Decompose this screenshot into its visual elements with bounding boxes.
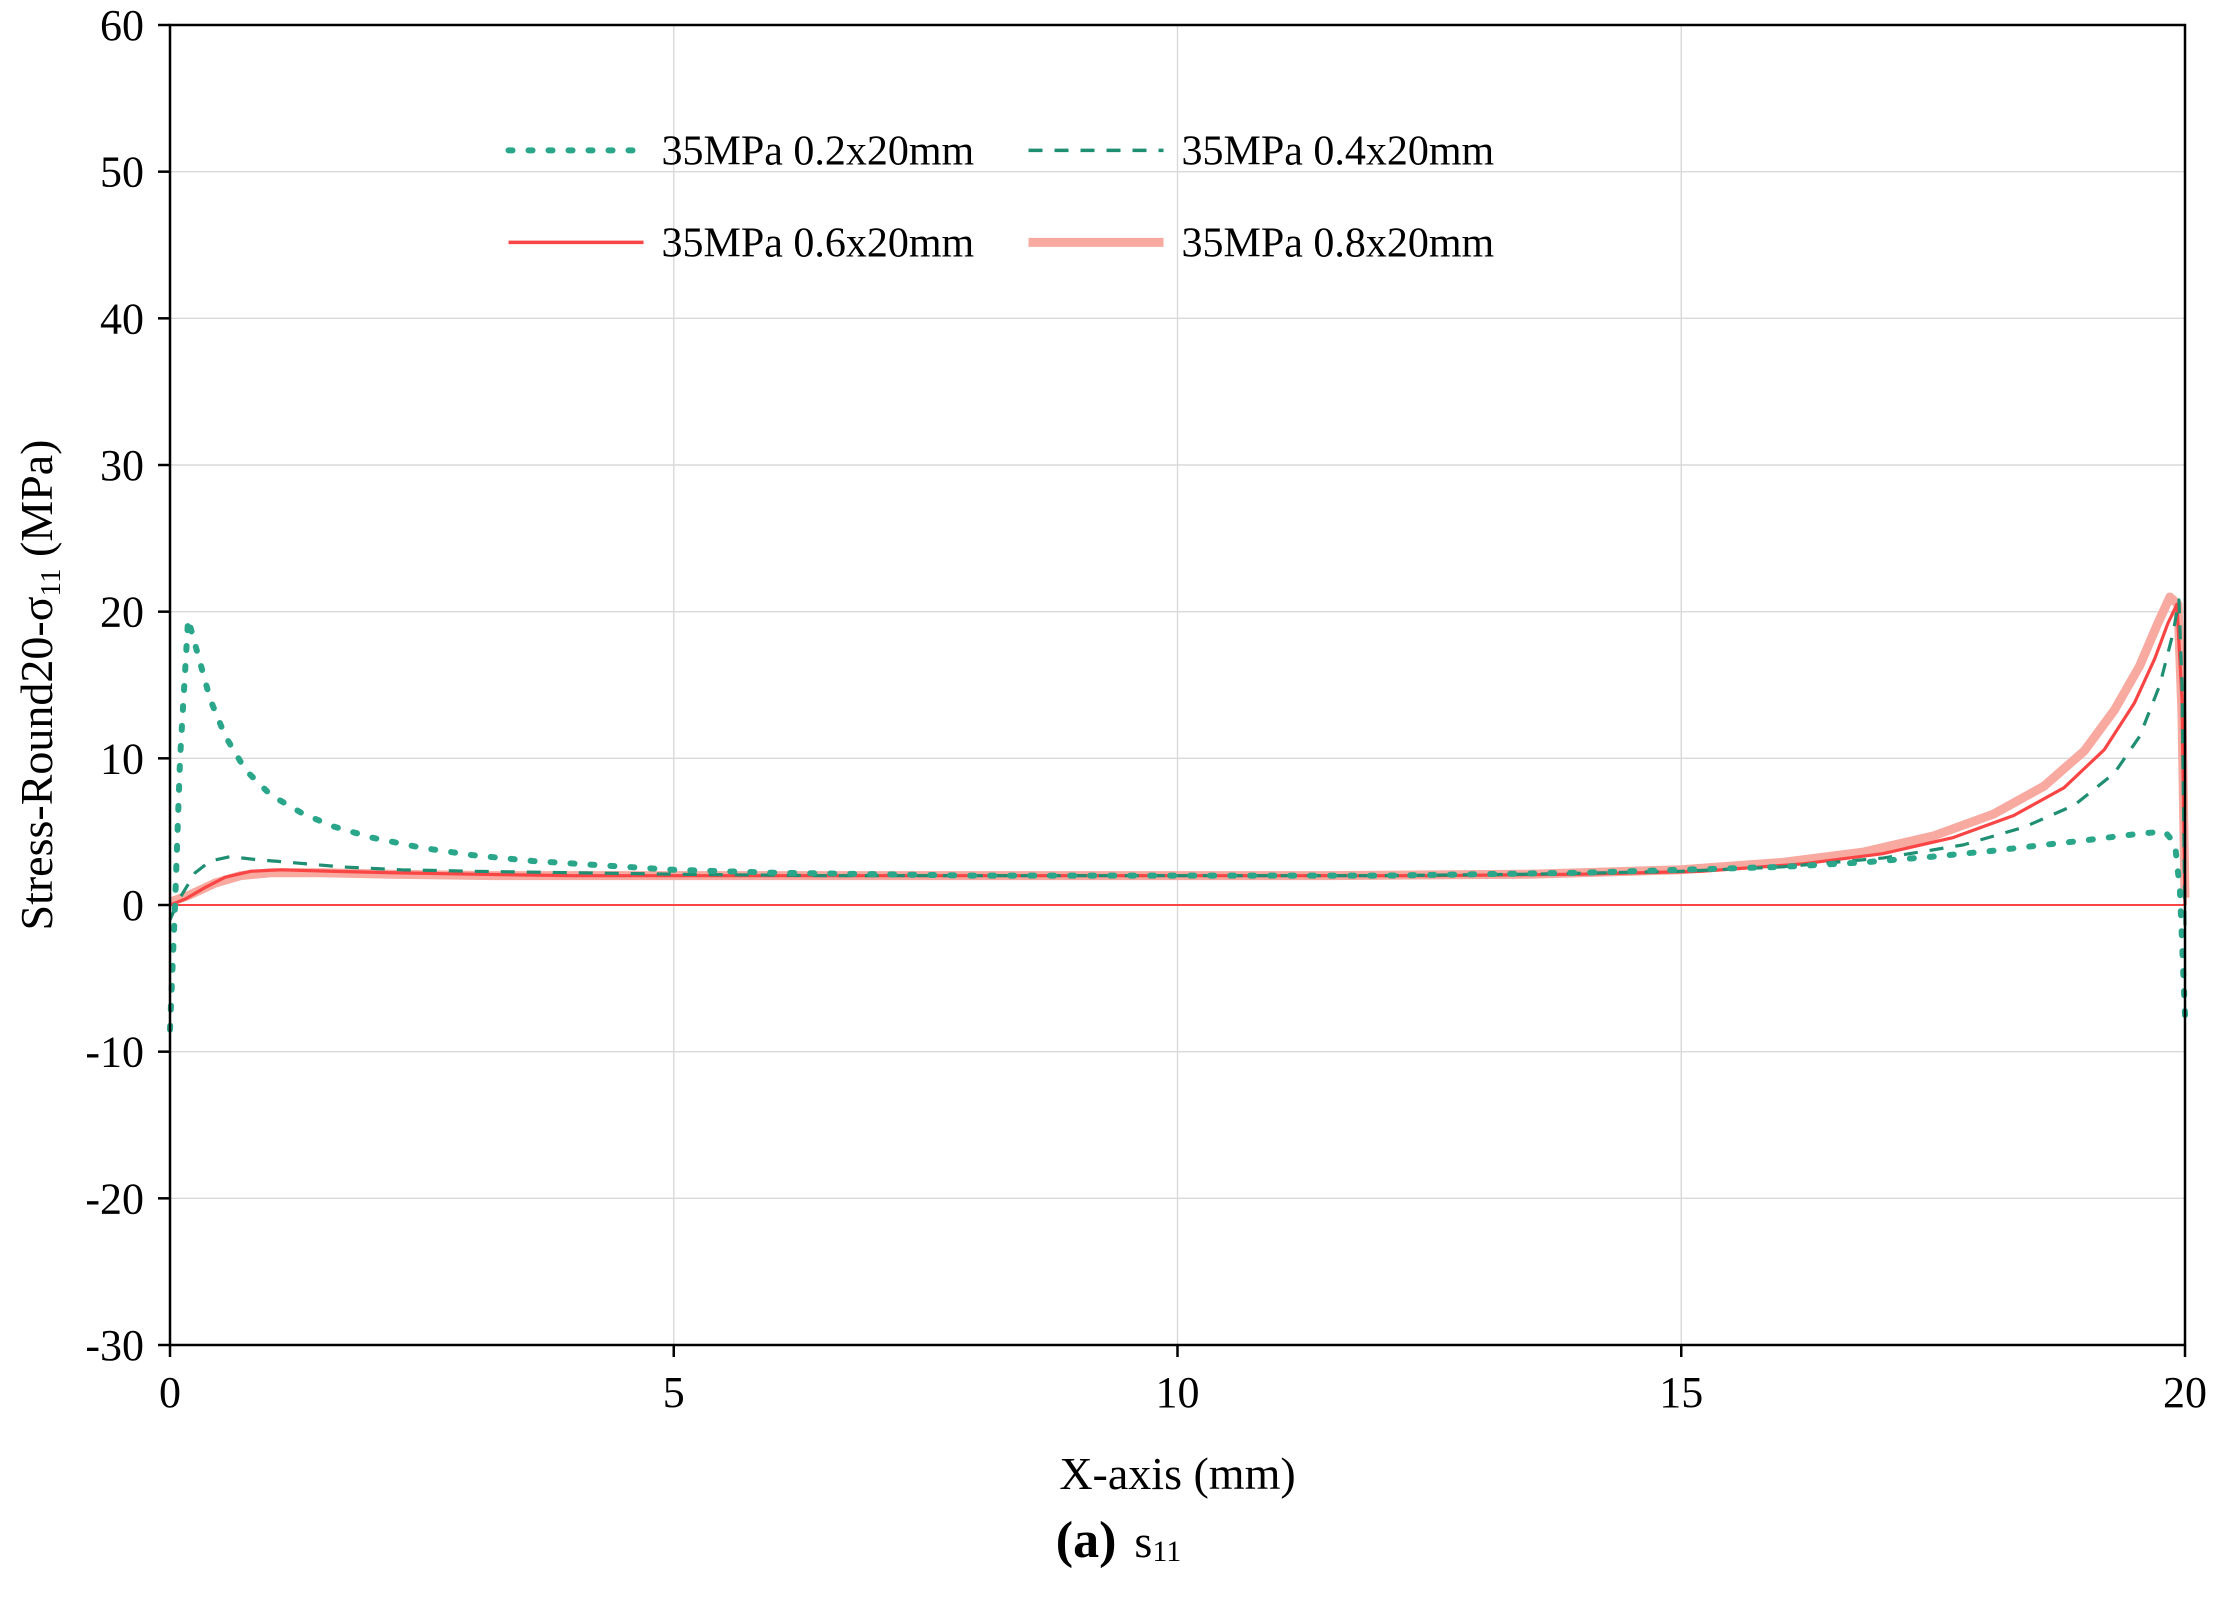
stress-chart: 0 5 10 15 20 X-axis (mm) -30 -20 -10 0 10 20 30 40 50 6… bbox=[0, 0, 2237, 1610]
svg-text:30: 30 bbox=[100, 441, 144, 490]
svg-text:-10: -10 bbox=[85, 1028, 144, 1077]
svg-text:0: 0 bbox=[122, 881, 144, 930]
caption-letter: a bbox=[1073, 1512, 1099, 1569]
legend-label: 35MPa 0.6x20mm bbox=[662, 220, 975, 266]
svg-text:50: 50 bbox=[100, 148, 144, 197]
svg-text:5: 5 bbox=[663, 1368, 685, 1417]
x-axis-label: X-axis (mm) bbox=[1059, 1448, 1295, 1499]
caption-paren-open: ( bbox=[1056, 1512, 1073, 1569]
svg-text:10: 10 bbox=[1156, 1368, 1200, 1417]
svg-text:20: 20 bbox=[2163, 1368, 2207, 1417]
caption: (a) s11 bbox=[0, 1511, 2237, 1570]
chart-container: 0 5 10 15 20 X-axis (mm) -30 -20 -10 0 10 20 30 40 50 6… bbox=[0, 0, 2237, 1610]
svg-text:0: 0 bbox=[159, 1368, 181, 1417]
y-axis-label: Stress-Round20-σ11 (MPa) bbox=[11, 439, 67, 930]
svg-text:10: 10 bbox=[100, 734, 144, 783]
legend-label: 35MPa 0.4x20mm bbox=[1182, 128, 1495, 174]
svg-text:-20: -20 bbox=[85, 1174, 144, 1223]
caption-sub: 11 bbox=[1152, 1535, 1181, 1568]
svg-text:15: 15 bbox=[1659, 1368, 1703, 1417]
caption-paren-close: ) bbox=[1099, 1512, 1116, 1569]
svg-text:40: 40 bbox=[100, 294, 144, 343]
svg-text:60: 60 bbox=[100, 1, 144, 50]
legend-label: 35MPa 0.8x20mm bbox=[1182, 220, 1495, 266]
legend-label: 35MPa 0.2x20mm bbox=[662, 128, 975, 174]
svg-text:20: 20 bbox=[100, 588, 144, 637]
svg-text:-30: -30 bbox=[85, 1321, 144, 1370]
caption-symbol: s bbox=[1134, 1516, 1152, 1567]
